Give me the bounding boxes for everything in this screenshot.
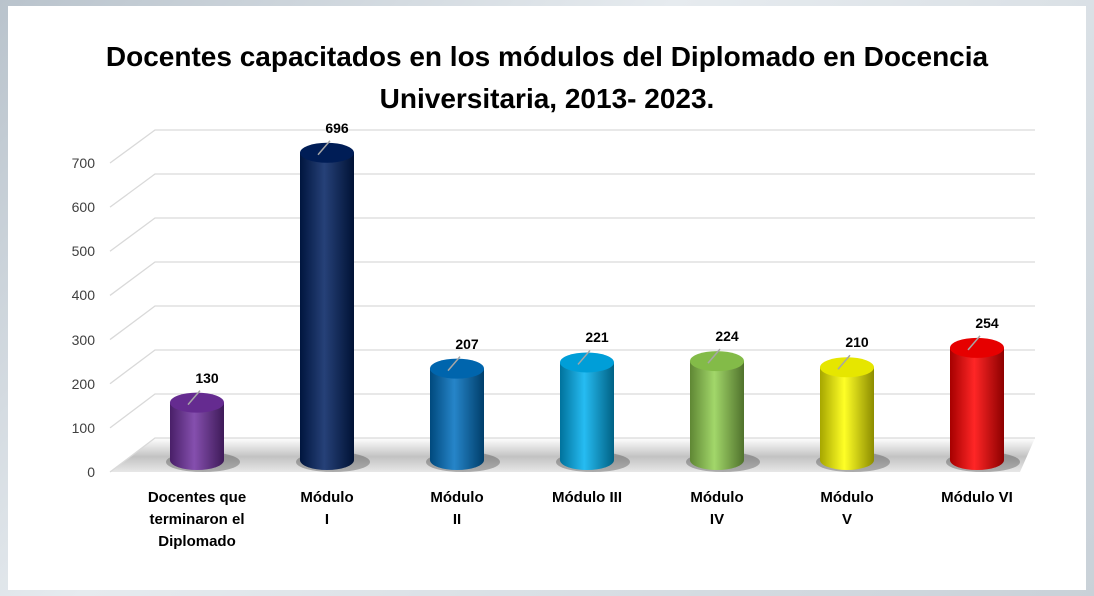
data-label: 207	[455, 335, 479, 352]
leader-line	[967, 335, 981, 351]
y-tick-label: 0	[87, 464, 95, 480]
bar-top	[300, 142, 354, 163]
data-label: 130	[195, 369, 219, 386]
x-tick-label: Docentes que terminaron el Diplomado	[147, 489, 247, 550]
bar-body	[170, 402, 224, 470]
x-tick-label: Módulo VI	[941, 489, 1013, 506]
chart-title: Docentes capacitados en los módulos del …	[105, 41, 989, 114]
x-tick-label: Módulo I	[300, 489, 354, 528]
x-tick-label: Módulo IV	[690, 489, 744, 528]
grid-line	[109, 261, 1035, 296]
bar-body	[560, 362, 614, 470]
bar-body	[300, 152, 354, 470]
grid-line	[109, 217, 1035, 252]
data-label: 254	[975, 314, 999, 331]
y-tick-label: 300	[71, 331, 95, 348]
x-tick-label: Módulo III	[552, 489, 622, 506]
data-label: 224	[715, 328, 739, 345]
y-tick-label: 100	[71, 419, 95, 436]
x-tick-label: Módulo V	[820, 489, 874, 528]
chart-card	[8, 6, 1086, 590]
grid-line	[109, 173, 1035, 208]
y-tick-label: 200	[71, 375, 95, 392]
bar-body	[820, 367, 874, 470]
bar-body	[430, 368, 484, 470]
bar-top	[950, 337, 1004, 358]
bar-top	[170, 392, 224, 413]
bar	[426, 358, 500, 472]
grid-line	[109, 129, 1035, 164]
leader-line	[577, 349, 591, 365]
data-label: 221	[585, 329, 609, 346]
leader-line	[707, 348, 721, 364]
leader-line	[837, 354, 851, 370]
bar	[946, 337, 1020, 472]
y-tick-label: 400	[71, 287, 95, 304]
leader-line	[447, 356, 461, 372]
y-tick-label: 600	[71, 199, 95, 216]
bar-body	[950, 347, 1004, 470]
y-tick-label: 700	[71, 155, 95, 171]
data-label: 696	[325, 119, 349, 136]
bar	[816, 357, 890, 472]
bar-top	[430, 358, 484, 379]
leader-line	[187, 390, 201, 406]
bar	[686, 351, 760, 472]
grid-line	[109, 305, 1035, 341]
bar	[296, 142, 370, 472]
bar-top	[820, 357, 874, 378]
x-tick-label: Módulo II	[430, 489, 484, 528]
grid-line	[109, 349, 1035, 385]
bar-top	[690, 351, 744, 372]
leader-line	[317, 140, 331, 156]
bar	[166, 392, 240, 472]
bar-body	[690, 361, 744, 470]
bar	[556, 352, 630, 472]
y-tick-label: 500	[71, 243, 95, 260]
bar-top	[560, 352, 614, 373]
data-label: 210	[845, 334, 869, 351]
